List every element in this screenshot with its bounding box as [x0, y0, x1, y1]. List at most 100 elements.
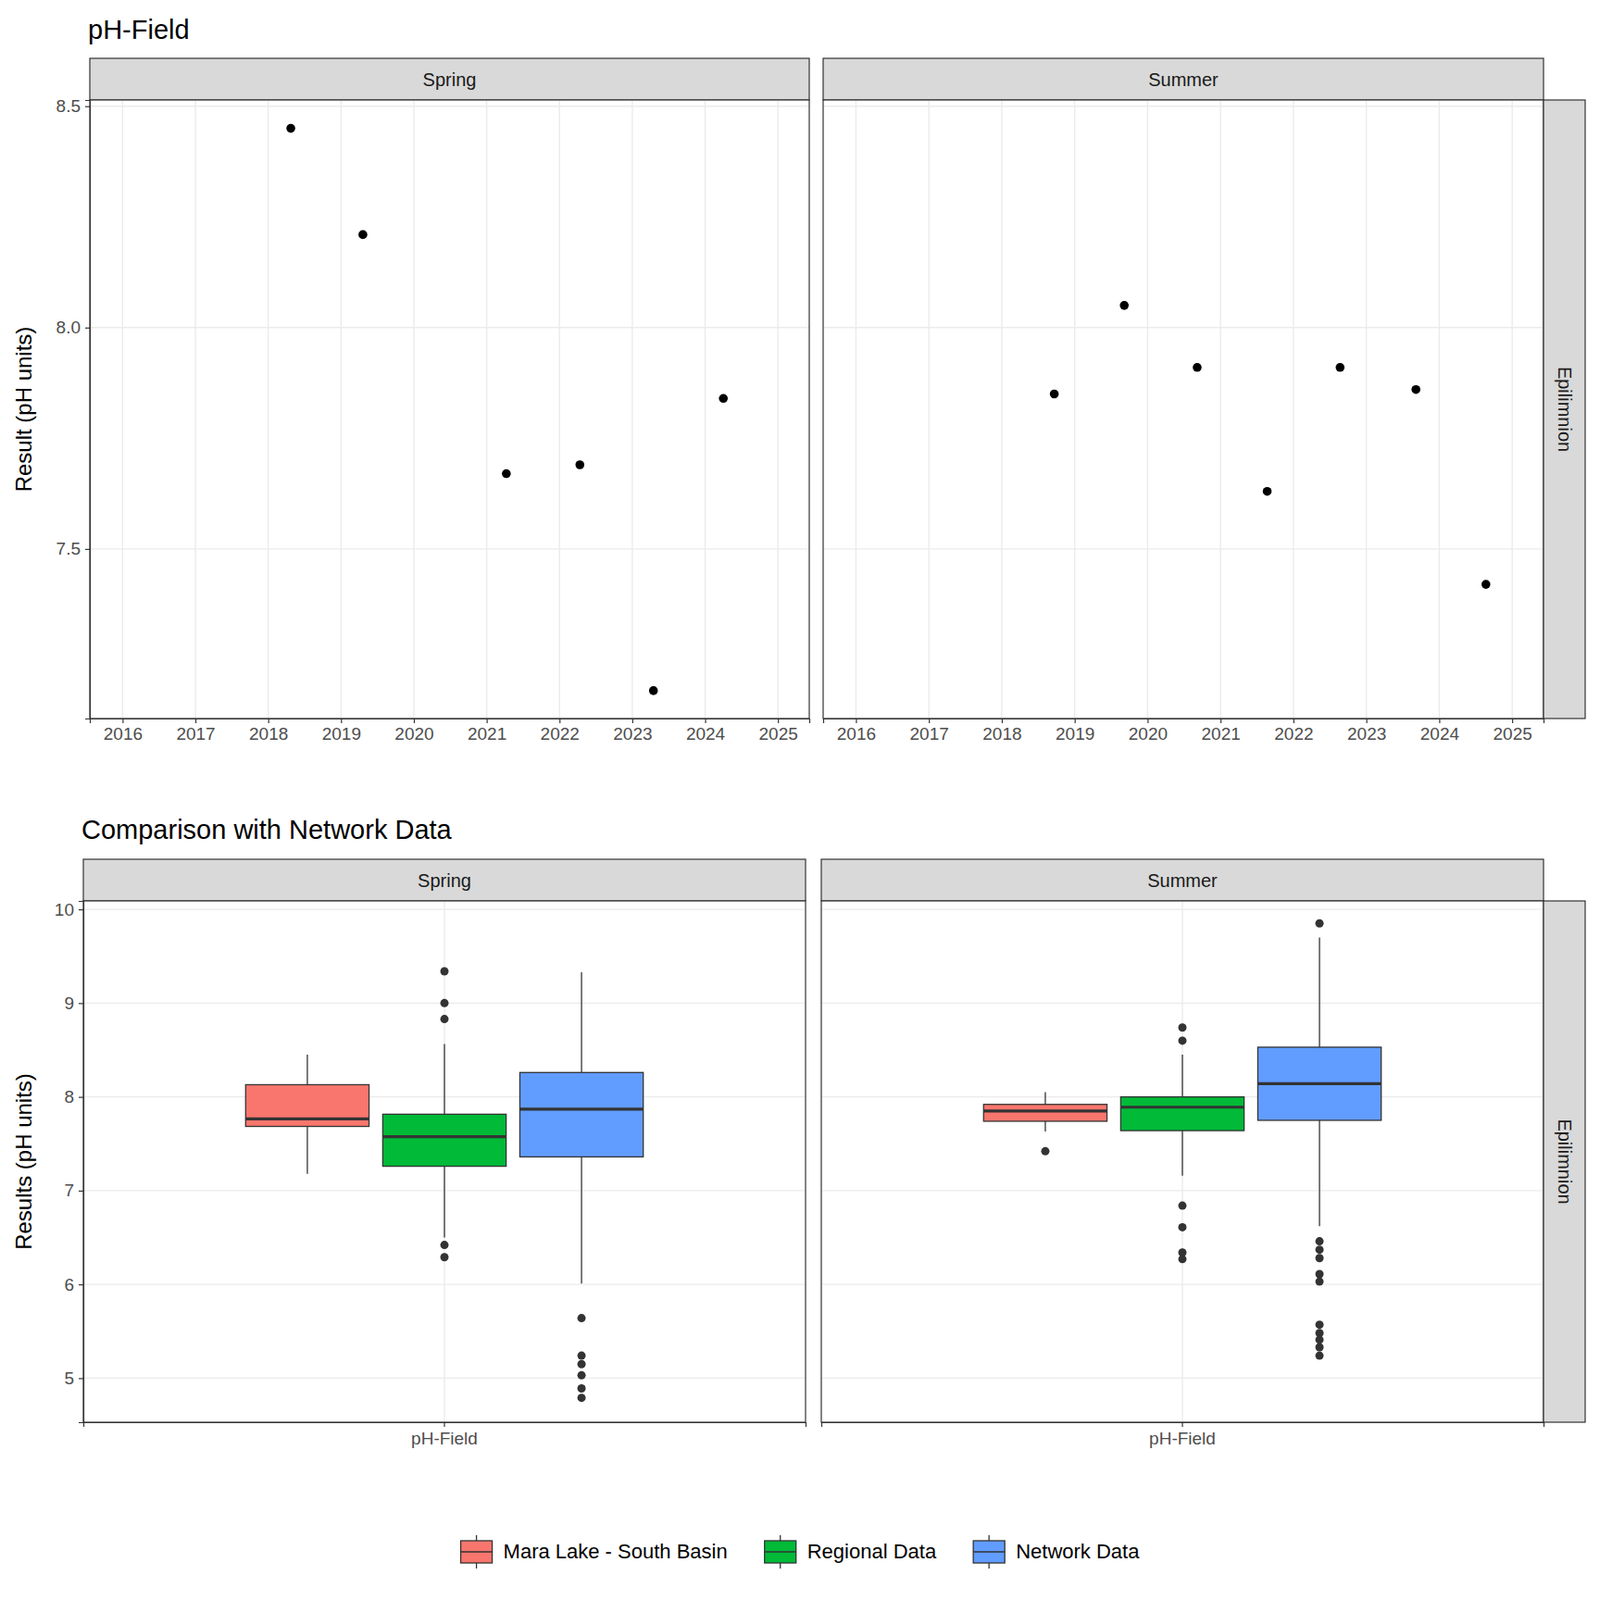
x-tick: 2025: [1492, 718, 1532, 744]
axis-line: [78, 901, 85, 1424]
x-axis: pH-Field: [822, 1422, 1545, 1449]
grid-line-x: [1292, 100, 1294, 719]
y-tick-label: 7.5: [56, 538, 81, 559]
y-tick-label: 7: [63, 1180, 75, 1200]
grid-line-y: [823, 548, 1544, 550]
x-tick-mark: [195, 718, 197, 724]
whisker-low: [1181, 1130, 1183, 1176]
y-tick-mark: [78, 909, 84, 911]
y-tick-mark: [78, 1377, 84, 1379]
grid-line-x: [267, 100, 269, 719]
marks: [245, 966, 643, 1402]
whisker-high: [1181, 1054, 1183, 1098]
whisker-low: [443, 1166, 445, 1238]
box-outlier: [577, 1384, 587, 1393]
x-tick: 2023: [612, 718, 652, 744]
box-outlier: [1178, 1023, 1188, 1032]
x-tick-label: 2016: [103, 724, 143, 744]
y-tick-label: 8.5: [56, 96, 81, 116]
axis-line: [84, 1423, 807, 1428]
x-tick-label: 2023: [1347, 724, 1387, 744]
facet-strip: [821, 859, 1544, 901]
x-tick-label: 2025: [1492, 724, 1532, 744]
x-tick-label: 2022: [1274, 724, 1313, 744]
x-tick-mark: [487, 718, 488, 724]
x-tick: 2023: [1347, 718, 1387, 744]
grid-line-y: [823, 105, 1544, 107]
data-point: [1192, 362, 1202, 373]
box-body: [245, 1084, 369, 1126]
x-tick: 2020: [1128, 718, 1168, 744]
data-point: [1481, 579, 1491, 589]
box-outlier: [577, 1313, 587, 1323]
whisker-high: [443, 1043, 445, 1114]
chart-box: Comparison with Network DataResults (pH …: [11, 814, 1586, 1569]
x-tick-mark: [1147, 718, 1149, 724]
x-tick-mark: [1181, 1422, 1183, 1427]
x-tick-label: 2022: [540, 724, 580, 744]
facet-strip: [89, 58, 810, 100]
x-tick-label: 2019: [1055, 724, 1095, 744]
x-tick-label: 2020: [394, 724, 434, 744]
x-tick-mark: [1001, 718, 1003, 724]
x-tick-mark: [1438, 718, 1440, 724]
x-tick-label: 2019: [322, 724, 362, 744]
grid-line-x: [1438, 100, 1440, 719]
y-tick: 8.5: [56, 96, 90, 116]
grid-line-x: [1365, 100, 1367, 719]
box-body: [983, 1104, 1107, 1122]
box-outlier: [440, 999, 450, 1008]
grid-line-x: [412, 100, 414, 719]
whisker-high: [580, 972, 582, 1073]
x-tick: 2017: [910, 718, 950, 744]
facet-strip-label: Spring: [417, 870, 472, 891]
y-tick-label: 6: [63, 1275, 75, 1295]
grid-line-x: [559, 100, 561, 719]
x-tick-label: 2024: [686, 724, 726, 744]
x-tick-mark: [928, 718, 930, 724]
box-outlier: [1315, 1245, 1325, 1254]
y-tick: 8.0: [56, 317, 90, 338]
x-tick-mark: [777, 718, 779, 724]
marks: [286, 124, 728, 696]
x-tick-mark: [413, 718, 415, 724]
data-point: [286, 124, 296, 134]
x-tick: 2024: [1420, 718, 1461, 744]
x-tick-label: 2018: [982, 724, 1022, 744]
data-point: [1411, 385, 1421, 395]
box-outlier: [577, 1371, 587, 1380]
box-outlier: [577, 1351, 587, 1361]
box-outlier: [1315, 1342, 1325, 1351]
y-axis-title: Results (pH units): [11, 1073, 37, 1250]
x-tick-label: pH-Field: [1149, 1428, 1216, 1449]
y-tick-label: 8.0: [56, 317, 81, 338]
y-tick-label: 8: [63, 1087, 75, 1107]
facet-panel: Spring5678910pH-Field: [54, 859, 807, 1449]
y-tick-mark: [78, 1190, 84, 1192]
box-outlier: [1178, 1201, 1188, 1211]
grid-line-x: [927, 100, 929, 719]
x-tick: 2019: [1055, 718, 1095, 744]
x-tick-label: 2023: [612, 724, 652, 744]
facet-strip-label: Summer: [1148, 69, 1219, 90]
facet-panel: Summer2016201720182019202020212022202320…: [823, 58, 1545, 744]
y-tick: 10: [54, 900, 84, 920]
chart-canvas: pH-FieldResult (pH units)Spring7.58.08.5…: [0, 0, 1600, 1600]
grid-line-x: [1219, 100, 1221, 719]
marks: [983, 919, 1381, 1361]
x-tick: 2022: [540, 718, 580, 744]
x-tick: 2022: [1274, 718, 1313, 744]
x-tick-mark: [443, 1422, 445, 1427]
x-tick-label: 2021: [467, 724, 507, 744]
box: [983, 1092, 1107, 1156]
x-tick-label: 2024: [1420, 724, 1461, 744]
data-point: [1050, 389, 1060, 400]
data-point: [718, 393, 728, 403]
box-median: [382, 1135, 506, 1138]
box-outlier: [1315, 1237, 1325, 1246]
box-outlier: [1040, 1147, 1050, 1156]
box-outlier: [577, 1360, 587, 1369]
x-tick: 2016: [103, 718, 143, 744]
axis-line: [822, 1423, 1545, 1428]
grid-line-x: [194, 100, 196, 719]
